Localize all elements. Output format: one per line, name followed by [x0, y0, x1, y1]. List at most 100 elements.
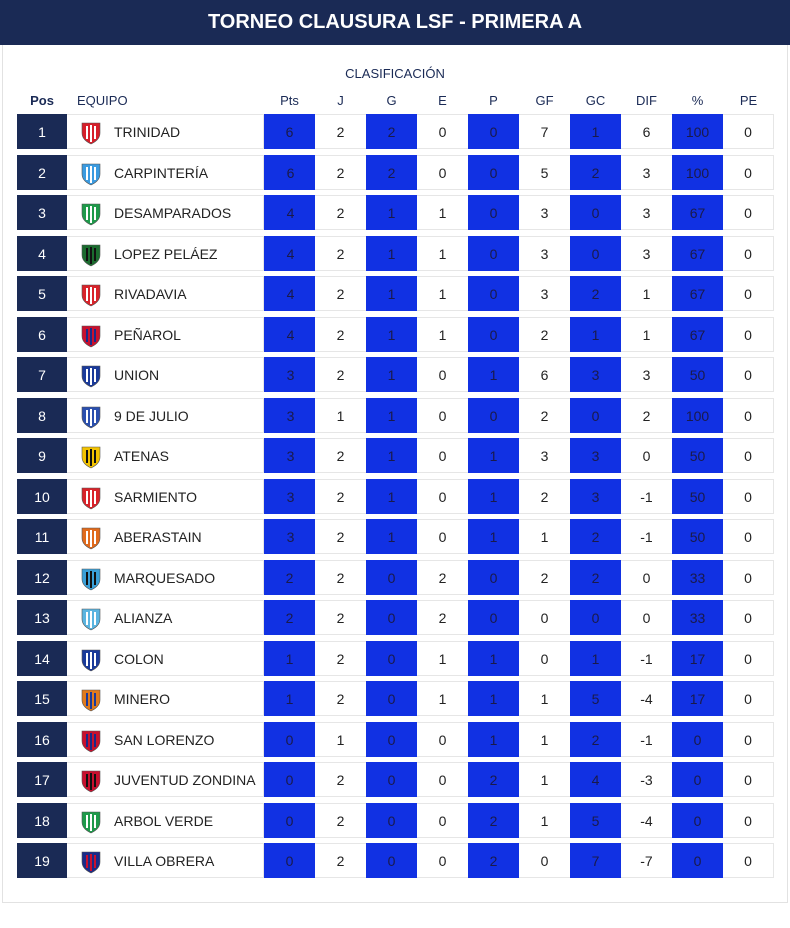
col-gf-header: GF	[535, 93, 554, 108]
won-cell: 0	[366, 600, 417, 635]
goals-against-cell: 1	[570, 114, 621, 149]
goals-against-cell: 7	[570, 843, 621, 878]
table-row: 13 ALIANZA 2 2 0 2 0 0 0 0 33 0	[17, 600, 774, 635]
won-cell: 0	[366, 641, 417, 676]
pts-cell: 4	[264, 317, 315, 352]
minero-crest-icon	[81, 689, 101, 712]
pe-cell: 0	[723, 195, 774, 230]
position-cell: 8	[17, 398, 67, 433]
pe-cell: 0	[723, 155, 774, 190]
col-dif-header: DIF	[636, 93, 657, 108]
penarol-crest-icon	[81, 325, 101, 348]
team-cell: VILLA OBRERA	[67, 843, 264, 878]
team-name: COLON	[114, 651, 164, 667]
percentage-cell: 100	[672, 155, 723, 190]
goals-for-cell: 1	[519, 803, 570, 838]
goals-for-cell: 2	[519, 479, 570, 514]
pts-cell: 3	[264, 398, 315, 433]
percentage-cell: 50	[672, 519, 723, 554]
drawn-cell: 0	[417, 155, 468, 190]
pts-cell: 0	[264, 843, 315, 878]
team-cell: LOPEZ PELÁEZ	[67, 236, 264, 271]
percentage-cell: 33	[672, 560, 723, 595]
goals-for-cell: 3	[519, 438, 570, 473]
lost-cell: 1	[468, 722, 519, 757]
won-cell: 0	[366, 560, 417, 595]
marquesado-crest-icon	[81, 568, 101, 591]
won-cell: 1	[366, 398, 417, 433]
lost-cell: 0	[468, 195, 519, 230]
position-cell: 18	[17, 803, 67, 838]
pe-cell: 0	[723, 560, 774, 595]
team-cell: ARBOL VERDE	[67, 803, 264, 838]
lost-cell: 1	[468, 479, 519, 514]
pe-cell: 0	[723, 398, 774, 433]
position-cell: 17	[17, 762, 67, 797]
won-cell: 2	[366, 114, 417, 149]
won-cell: 0	[366, 803, 417, 838]
pe-cell: 0	[723, 236, 774, 271]
played-cell: 2	[315, 803, 366, 838]
goals-for-cell: 1	[519, 681, 570, 716]
col-p-header: P	[489, 93, 498, 108]
pts-cell: 3	[264, 357, 315, 392]
won-cell: 0	[366, 843, 417, 878]
pts-cell: 2	[264, 560, 315, 595]
lost-cell: 2	[468, 843, 519, 878]
won-cell: 1	[366, 236, 417, 271]
drawn-cell: 0	[417, 398, 468, 433]
team-name: MINERO	[114, 691, 170, 707]
union-crest-icon	[81, 365, 101, 388]
position-cell: 15	[17, 681, 67, 716]
won-cell: 1	[366, 276, 417, 311]
played-cell: 2	[315, 843, 366, 878]
drawn-cell: 2	[417, 600, 468, 635]
position-cell: 12	[17, 560, 67, 595]
team-name: 9 DE JULIO	[114, 408, 189, 424]
team-cell: SAN LORENZO	[67, 722, 264, 757]
team-cell: PEÑAROL	[67, 317, 264, 352]
goals-for-cell: 0	[519, 843, 570, 878]
goal-diff-cell: 0	[621, 600, 672, 635]
pe-cell: 0	[723, 762, 774, 797]
goals-against-cell: 1	[570, 317, 621, 352]
team-name: TRINIDAD	[114, 124, 181, 140]
lopez-pelaez-crest-icon	[81, 244, 101, 267]
goal-diff-cell: 3	[621, 155, 672, 190]
percentage-cell: 100	[672, 398, 723, 433]
pts-cell: 3	[264, 519, 315, 554]
col-j-header: J	[337, 93, 344, 108]
team-cell: JUVENTUD ZONDINA	[67, 762, 264, 797]
table-row: 14 COLON 1 2 0 1 1 0 1 -1 17 0	[17, 641, 774, 676]
played-cell: 2	[315, 236, 366, 271]
col-g-header: G	[386, 93, 397, 108]
played-cell: 2	[315, 762, 366, 797]
pts-cell: 1	[264, 641, 315, 676]
position-cell: 3	[17, 195, 67, 230]
col-pct-header: %	[691, 93, 704, 108]
team-name: ARBOL VERDE	[114, 813, 214, 829]
goals-against-cell: 3	[570, 479, 621, 514]
team-cell: ALIANZA	[67, 600, 264, 635]
juventud-zondina-crest-icon	[81, 770, 101, 793]
won-cell: 0	[366, 762, 417, 797]
pts-cell: 6	[264, 114, 315, 149]
percentage-cell: 33	[672, 600, 723, 635]
team-name: VILLA OBRERA	[114, 853, 215, 869]
pe-cell: 0	[723, 641, 774, 676]
team-name: UNION	[114, 367, 160, 383]
col-e-header: E	[438, 93, 447, 108]
won-cell: 1	[366, 357, 417, 392]
goals-for-cell: 3	[519, 276, 570, 311]
goal-diff-cell: 0	[621, 560, 672, 595]
goals-against-cell: 2	[570, 276, 621, 311]
table-row: 6 PEÑAROL 4 2 1 1 0 2 1 1 67 0	[17, 317, 774, 352]
lost-cell: 0	[468, 155, 519, 190]
goals-for-cell: 2	[519, 317, 570, 352]
goals-against-cell: 0	[570, 195, 621, 230]
title-banner: TORNEO CLAUSURA LSF - PRIMERA A	[0, 0, 790, 45]
played-cell: 2	[315, 114, 366, 149]
drawn-cell: 0	[417, 803, 468, 838]
carpinteria-crest-icon	[81, 163, 101, 186]
